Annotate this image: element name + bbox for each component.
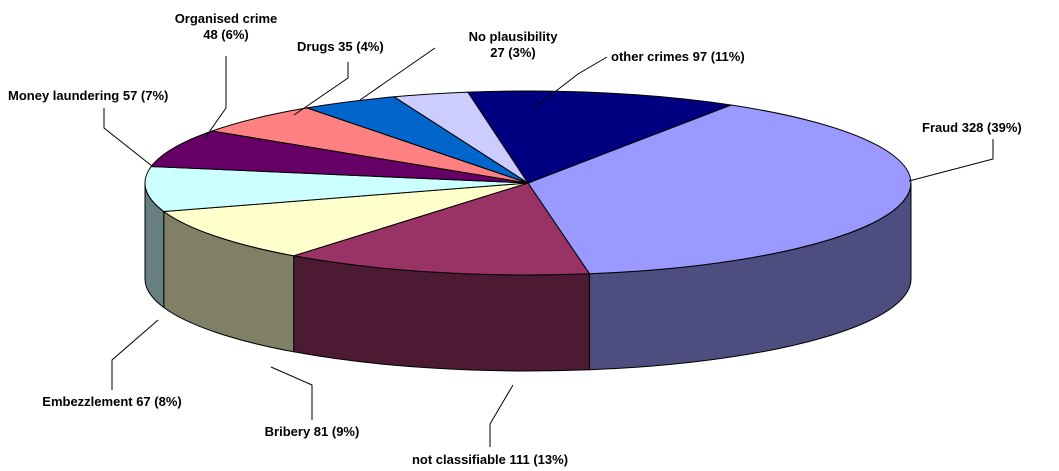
leader-line-money-laundering: [103, 108, 153, 167]
leader-line-organised-crime: [204, 56, 227, 139]
slice-organised-crime: [211, 107, 529, 184]
slice-embezzlement: [144, 166, 529, 212]
label-leaders: [103, 47, 994, 447]
slice-labels: Fraud 328 (39%) not classifiable 111 (13%…: [8, 11, 1022, 467]
pie-sides: [144, 182, 912, 372]
leader-line-not-classifiable: [489, 384, 514, 447]
leader-line-no-plausibility: [359, 47, 436, 101]
slice-label-bribery: Bribery 81 (9%): [265, 424, 360, 439]
leader-line-fraud: [908, 139, 994, 182]
leader-line-embezzlement: [111, 319, 159, 390]
slice-other-crimes: [467, 90, 732, 184]
slice-bribery: [163, 182, 529, 257]
slice-label-money-laundering: Money laundering 57 (7%): [8, 88, 168, 103]
slice-label-not-classifiable: not classifiable 111 (13%): [412, 452, 568, 467]
slice-label-no-plausibility: No plausibility 27 (3%): [469, 29, 559, 60]
slice-label-organised-crime: Organised crime 48 (6%): [175, 11, 278, 42]
leader-line-bribery: [270, 366, 313, 420]
slice-fraud: [527, 104, 912, 275]
slice-label-drugs: Drugs 35 (4%): [297, 39, 384, 54]
slice-label-embezzlement: Embezzlement 67 (8%): [42, 394, 181, 409]
slice-label-other-crimes: other crimes 97 (11%): [611, 49, 745, 64]
slice-label-fraud: Fraud 328 (39%): [922, 120, 1022, 135]
pie-slices: [144, 90, 912, 276]
slice-not-classifiable: [293, 182, 590, 276]
leader-line-other-crimes: [533, 56, 608, 109]
leader-line-drugs: [293, 62, 349, 116]
